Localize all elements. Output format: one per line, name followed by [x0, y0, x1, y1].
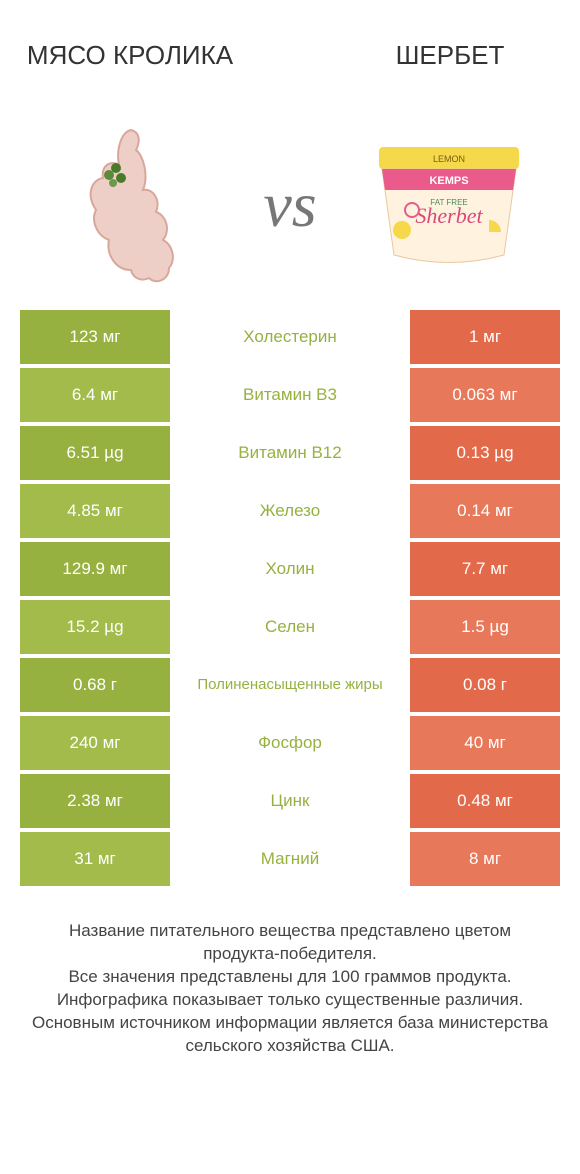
images-row: vs LEMON KEMPS Sherbet FAT FREE	[0, 110, 580, 310]
svg-text:FAT FREE: FAT FREE	[430, 198, 468, 207]
table-row: 15.2 µgСелен1.5 µg	[20, 600, 560, 654]
right-value: 8 мг	[410, 832, 560, 886]
nutrient-name: Магний	[170, 832, 410, 886]
table-row: 123 мгХолестерин1 мг	[20, 310, 560, 364]
left-value: 15.2 µg	[20, 600, 170, 654]
header: МЯСО КРОЛИКА ШЕРБЕТ	[0, 0, 580, 110]
table-row: 129.9 мгХолин7.7 мг	[20, 542, 560, 596]
right-value: 0.14 мг	[410, 484, 560, 538]
left-value: 240 мг	[20, 716, 170, 770]
svg-text:LEMON: LEMON	[433, 154, 465, 164]
nutrient-name: Цинк	[170, 774, 410, 828]
right-value: 0.08 г	[410, 658, 560, 712]
footer-line: Название питательного вещества представл…	[30, 920, 550, 966]
left-value: 31 мг	[20, 832, 170, 886]
right-value: 1 мг	[410, 310, 560, 364]
nutrient-name: Витамин B12	[170, 426, 410, 480]
right-value: 7.7 мг	[410, 542, 560, 596]
table-row: 240 мгФосфор40 мг	[20, 716, 560, 770]
left-value: 6.4 мг	[20, 368, 170, 422]
nutrient-name: Холин	[170, 542, 410, 596]
right-value: 1.5 µg	[410, 600, 560, 654]
footer-notes: Название питательного вещества представл…	[0, 890, 580, 1058]
table-row: 6.51 µgВитамин B120.13 µg	[20, 426, 560, 480]
right-product-title: ШЕРБЕТ	[320, 40, 580, 71]
nutrient-name: Витамин B3	[170, 368, 410, 422]
nutrient-name: Селен	[170, 600, 410, 654]
left-value: 6.51 µg	[20, 426, 170, 480]
table-row: 0.68 гПолиненасыщенные жиры0.08 г	[20, 658, 560, 712]
table-row: 4.85 мгЖелезо0.14 мг	[20, 484, 560, 538]
footer-line: Все значения представлены для 100 граммо…	[30, 966, 550, 989]
nutrient-name: Железо	[170, 484, 410, 538]
left-value: 123 мг	[20, 310, 170, 364]
left-value: 129.9 мг	[20, 542, 170, 596]
table-row: 6.4 мгВитамин B30.063 мг	[20, 368, 560, 422]
nutrient-name: Полиненасыщенные жиры	[170, 658, 410, 712]
footer-line: Инфографика показывает только существенн…	[30, 989, 550, 1012]
left-value: 4.85 мг	[20, 484, 170, 538]
right-value: 0.13 µg	[410, 426, 560, 480]
left-product-image	[41, 120, 221, 290]
nutrient-name: Холестерин	[170, 310, 410, 364]
comparison-table: 123 мгХолестерин1 мг6.4 мгВитамин B30.06…	[0, 310, 580, 886]
table-row: 2.38 мгЦинк0.48 мг	[20, 774, 560, 828]
footer-line: Основным источником информации является …	[30, 1012, 550, 1058]
left-product-title: МЯСО КРОЛИКА	[0, 40, 260, 71]
vs-label: vs	[263, 168, 316, 242]
right-value: 40 мг	[410, 716, 560, 770]
sherbet-tub-icon: LEMON KEMPS Sherbet FAT FREE	[364, 135, 534, 275]
rabbit-meat-icon	[61, 120, 201, 290]
svg-text:KEMPS: KEMPS	[429, 175, 468, 187]
right-value: 0.48 мг	[410, 774, 560, 828]
left-value: 2.38 мг	[20, 774, 170, 828]
table-row: 31 мгМагний8 мг	[20, 832, 560, 886]
left-value: 0.68 г	[20, 658, 170, 712]
right-value: 0.063 мг	[410, 368, 560, 422]
nutrient-name: Фосфор	[170, 716, 410, 770]
right-product-image: LEMON KEMPS Sherbet FAT FREE	[359, 120, 539, 290]
